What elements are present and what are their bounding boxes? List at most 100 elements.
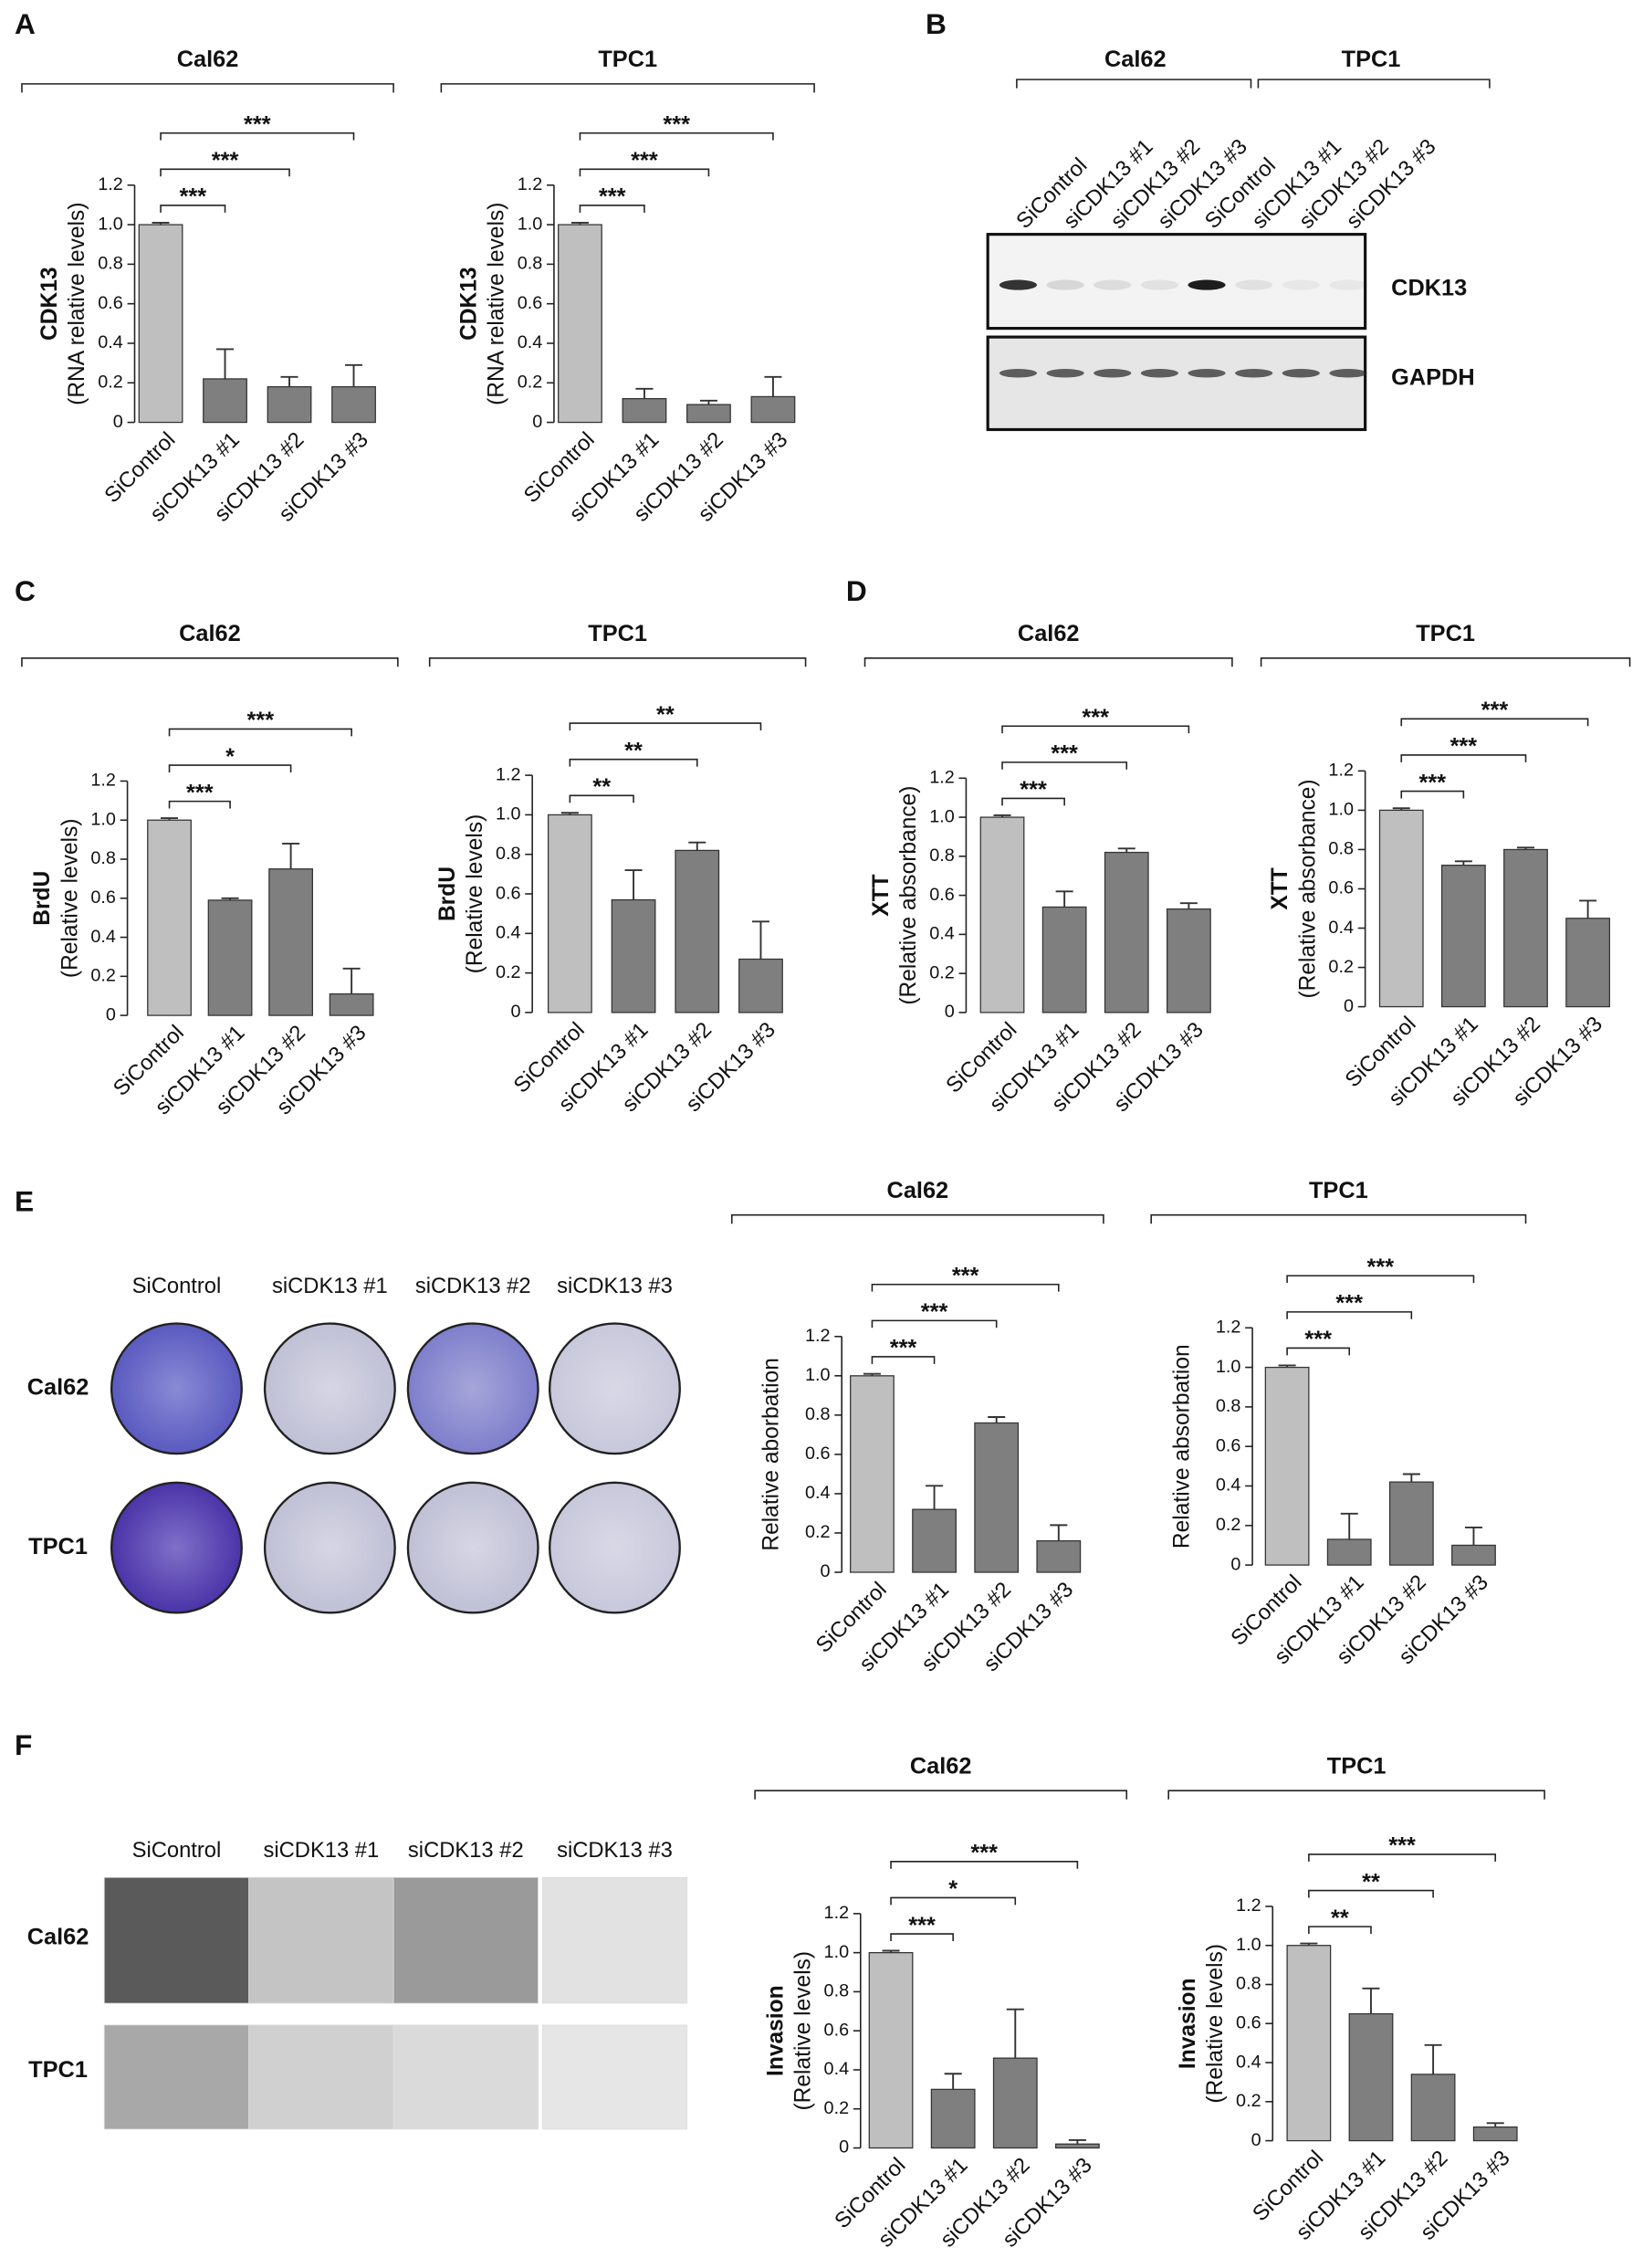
error-bar — [1055, 890, 1073, 908]
panel-letter: E — [15, 1184, 34, 1217]
panel-letter: D — [846, 574, 867, 607]
y-tick-label: 0 — [839, 2137, 849, 2158]
y-tick-label: 1.2 — [824, 1903, 850, 1923]
group-bracket — [428, 657, 807, 667]
significance-bracket — [890, 1933, 954, 1941]
significance-bracket — [160, 131, 355, 141]
significance-bracket — [1400, 790, 1465, 799]
bar — [329, 992, 374, 1016]
significance-label: * — [225, 744, 235, 770]
significance-bracket — [890, 1861, 1079, 1869]
bar — [738, 958, 783, 1013]
invasion-image — [248, 1876, 394, 2004]
significance-bracket — [1286, 1311, 1413, 1319]
error-bar — [342, 967, 361, 994]
significance-label: ** — [1362, 1869, 1380, 1895]
bar — [1348, 2012, 1394, 2142]
y-tick-label: 1.2 — [90, 771, 116, 791]
bar — [268, 868, 314, 1016]
error-bar — [993, 814, 1011, 818]
protein-band — [1140, 368, 1178, 378]
y-tick-label: 1.0 — [805, 1365, 831, 1385]
error-bar — [624, 869, 643, 900]
group-bracket — [1150, 1213, 1527, 1224]
y-tick-label: 0.2 — [1236, 2091, 1261, 2111]
row-label: Cal62 — [27, 1375, 89, 1401]
significance-bracket — [871, 1319, 998, 1328]
y-tick-label: 1.0 — [518, 214, 543, 234]
y-axis-label: (Relative levels) — [463, 814, 487, 974]
bar — [203, 378, 247, 424]
y-tick-label: 0.4 — [805, 1483, 831, 1503]
column-label: siCDK13 #2 — [408, 1838, 524, 1863]
error-bar — [570, 221, 589, 226]
bar — [979, 816, 1025, 1013]
significance-bracket — [1308, 1926, 1372, 1935]
y-tick-label: 0.8 — [496, 844, 521, 864]
significance-label: ** — [656, 702, 675, 728]
group-bracket — [1257, 79, 1491, 89]
error-bar — [1117, 847, 1135, 853]
bar — [1378, 809, 1424, 1008]
error-bar — [1464, 1526, 1482, 1546]
column-label: siCDK13 #3 — [557, 1838, 673, 1863]
error-bar — [882, 1949, 900, 1953]
y-tick-label: 1.0 — [1236, 1935, 1261, 1955]
protein-band — [999, 279, 1038, 290]
invasion-image — [541, 2024, 688, 2130]
colony-well — [548, 1481, 681, 1614]
error-bar — [863, 1372, 881, 1376]
significance-label: ** — [624, 738, 643, 763]
significance-label: *** — [952, 1264, 979, 1289]
significance-label: *** — [890, 1336, 917, 1361]
y-tick-label: 1.0 — [1216, 1357, 1241, 1377]
significance-bracket — [569, 794, 634, 803]
error-bar — [988, 1416, 1006, 1423]
significance-label: *** — [970, 1841, 998, 1866]
y-tick-label: 0.8 — [805, 1404, 831, 1424]
y-tick-label: 1.0 — [1328, 800, 1354, 820]
significance-label: *** — [663, 112, 690, 138]
y-tick-label: 0.4 — [824, 2059, 850, 2079]
y-tick-label: 0 — [1251, 2130, 1261, 2150]
bar — [1565, 918, 1611, 1008]
y-axis-label: (Relative absorbance) — [896, 786, 921, 1005]
bar — [331, 385, 376, 424]
bar — [974, 1422, 1020, 1573]
y-tick-label: 1.0 — [824, 1942, 850, 1962]
error-bar — [1050, 1524, 1068, 1541]
error-bar — [635, 387, 654, 399]
bar — [675, 849, 720, 1013]
bar — [1055, 2143, 1100, 2149]
bar — [138, 224, 183, 424]
y-tick-label: 0 — [820, 1561, 830, 1581]
protein-band — [1188, 368, 1226, 378]
row-label: Cal62 — [27, 1924, 89, 1949]
significance-label: *** — [1450, 734, 1478, 760]
protein-band — [1140, 279, 1178, 290]
chart-title: Cal62 — [179, 621, 241, 646]
bar — [611, 898, 656, 1013]
bar — [147, 819, 192, 1016]
significance-label: *** — [179, 184, 206, 210]
error-bar — [1068, 2139, 1086, 2145]
y-axis-label: CDK13 — [37, 267, 62, 341]
chart-title: TPC1 — [1327, 1754, 1387, 1780]
y-tick-label: 0.8 — [1216, 1396, 1241, 1416]
y-axis-label: BrdU — [435, 866, 460, 921]
y-tick-label: 0.4 — [98, 332, 123, 352]
y-tick-label: 0.6 — [518, 293, 543, 313]
protein-band — [1094, 368, 1132, 378]
y-axis-label: BrdU — [30, 871, 55, 926]
significance-label: * — [948, 1876, 958, 1902]
group-bracket — [21, 83, 394, 93]
y-tick-label: 1.0 — [929, 806, 955, 826]
significance-bracket — [1286, 1275, 1475, 1284]
protein-band — [1329, 279, 1367, 290]
significance-bracket — [168, 728, 352, 737]
group-bracket — [1167, 1790, 1545, 1800]
significance-bracket — [1400, 718, 1589, 727]
y-axis-label: XTT — [869, 874, 894, 916]
group-bracket — [754, 1790, 1128, 1800]
y-tick-label: 0.6 — [824, 2020, 850, 2040]
